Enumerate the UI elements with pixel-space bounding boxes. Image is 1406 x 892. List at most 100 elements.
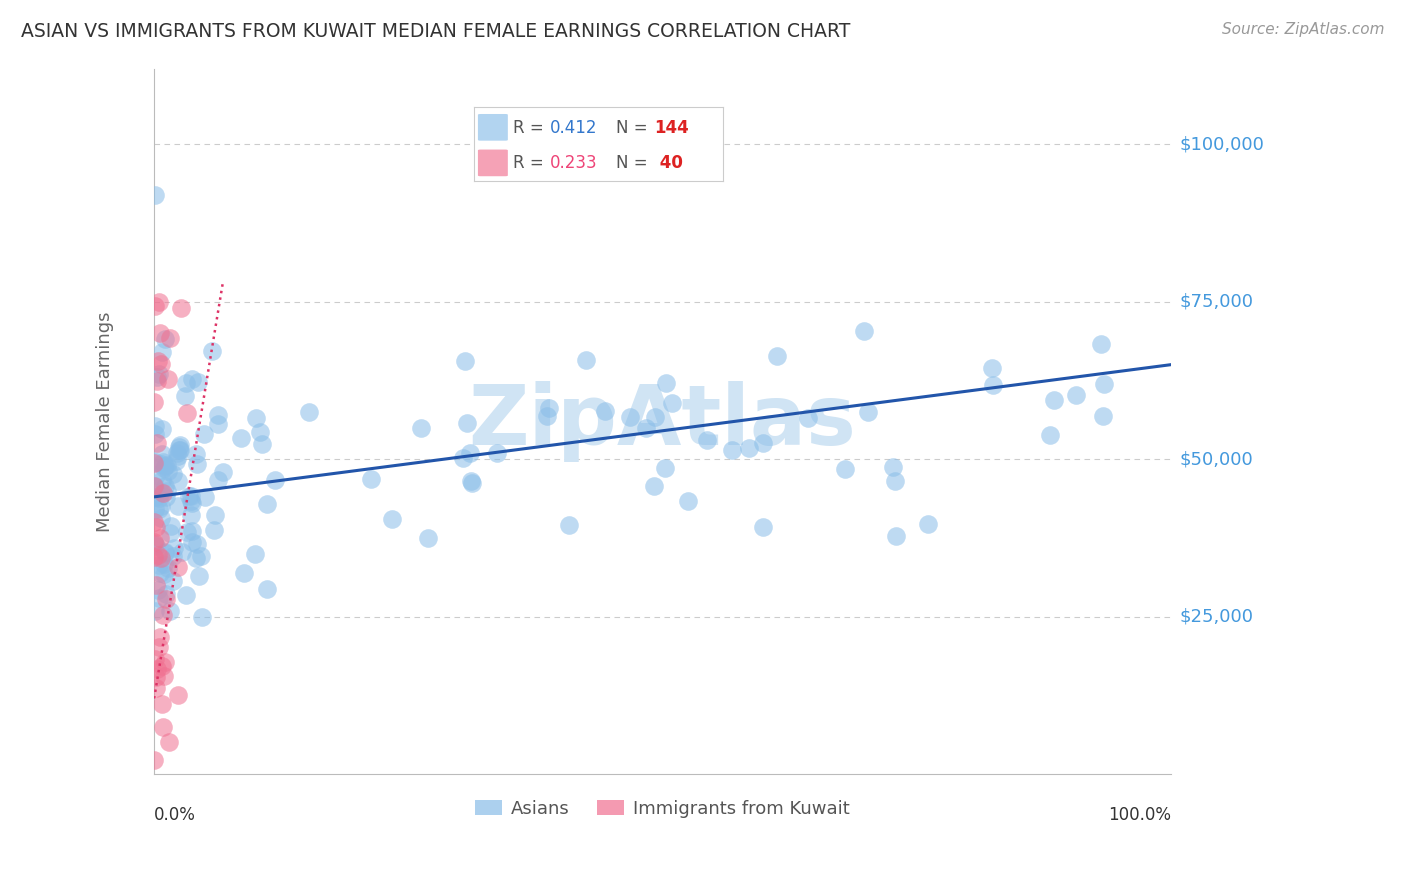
Point	[882, 460, 904, 475]
Point	[148, 295, 170, 310]
Point	[152, 719, 174, 733]
Point	[595, 403, 617, 417]
Point	[166, 446, 188, 460]
Point	[834, 462, 856, 476]
Point	[453, 354, 475, 368]
Text: $50,000: $50,000	[1180, 450, 1253, 468]
Point	[150, 510, 173, 524]
Text: Source: ZipAtlas.com: Source: ZipAtlas.com	[1222, 22, 1385, 37]
Point	[381, 512, 404, 526]
Point	[149, 500, 172, 514]
Text: 100.0%: 100.0%	[1108, 805, 1171, 824]
Point	[148, 368, 170, 382]
Point	[156, 561, 179, 575]
Point	[181, 496, 204, 510]
Text: Median Female Earnings: Median Female Earnings	[96, 311, 114, 532]
Point	[146, 662, 169, 676]
Point	[661, 396, 683, 410]
Point	[187, 376, 209, 390]
Point	[1039, 428, 1062, 442]
Point	[162, 467, 184, 482]
Point	[156, 464, 179, 478]
Point	[180, 371, 202, 385]
Point	[145, 681, 167, 695]
Point	[159, 331, 181, 345]
Point	[169, 442, 191, 457]
Point	[145, 467, 167, 482]
Point	[143, 456, 166, 470]
Point	[143, 454, 166, 468]
Point	[152, 608, 174, 623]
Point	[143, 188, 166, 202]
Point	[146, 354, 169, 368]
Point	[150, 422, 173, 436]
Point	[155, 458, 177, 472]
Point	[142, 515, 165, 529]
Point	[163, 541, 186, 555]
Point	[143, 299, 166, 313]
Point	[145, 670, 167, 684]
Point	[152, 454, 174, 468]
Point	[150, 697, 173, 711]
Point	[152, 558, 174, 572]
Point	[883, 474, 905, 488]
Point	[245, 410, 267, 425]
Text: ZipAtlas: ZipAtlas	[468, 381, 856, 462]
Point	[145, 578, 167, 592]
Point	[160, 519, 183, 533]
Point	[460, 475, 482, 490]
Point	[148, 558, 170, 572]
Point	[170, 301, 193, 315]
Point	[143, 605, 166, 619]
Point	[752, 436, 775, 450]
Point	[145, 519, 167, 533]
Point	[181, 524, 204, 539]
Point	[193, 426, 215, 441]
Point	[644, 409, 666, 424]
Point	[150, 659, 173, 673]
Point	[143, 549, 166, 564]
Point	[148, 491, 170, 505]
Point	[884, 528, 907, 542]
Point	[174, 389, 197, 403]
Point	[148, 582, 170, 597]
Point	[153, 479, 176, 493]
Point	[797, 411, 820, 425]
Point	[150, 447, 173, 461]
Point	[159, 604, 181, 618]
Point	[460, 474, 482, 488]
Point	[148, 640, 170, 655]
Point	[149, 326, 172, 340]
Point	[148, 502, 170, 516]
Point	[981, 360, 1004, 375]
Point	[180, 494, 202, 508]
Point	[536, 409, 558, 423]
Point	[416, 531, 439, 545]
Text: $25,000: $25,000	[1180, 607, 1254, 625]
Text: $100,000: $100,000	[1180, 135, 1264, 153]
Point	[153, 655, 176, 669]
Point	[256, 582, 278, 597]
Point	[853, 324, 876, 338]
Point	[156, 483, 179, 498]
Point	[152, 669, 174, 683]
Point	[917, 517, 939, 532]
Point	[263, 473, 285, 487]
Point	[174, 588, 197, 602]
Point	[1090, 336, 1112, 351]
Point	[186, 457, 208, 471]
Point	[162, 549, 184, 563]
Point	[233, 566, 256, 580]
Point	[231, 432, 253, 446]
Point	[211, 465, 233, 479]
Point	[202, 523, 225, 537]
Point	[752, 520, 775, 534]
Point	[738, 441, 761, 455]
Point	[149, 357, 172, 371]
Point	[166, 688, 188, 702]
Point	[167, 475, 190, 489]
Point	[766, 349, 789, 363]
Point	[654, 460, 676, 475]
Point	[150, 457, 173, 471]
Point	[143, 479, 166, 493]
